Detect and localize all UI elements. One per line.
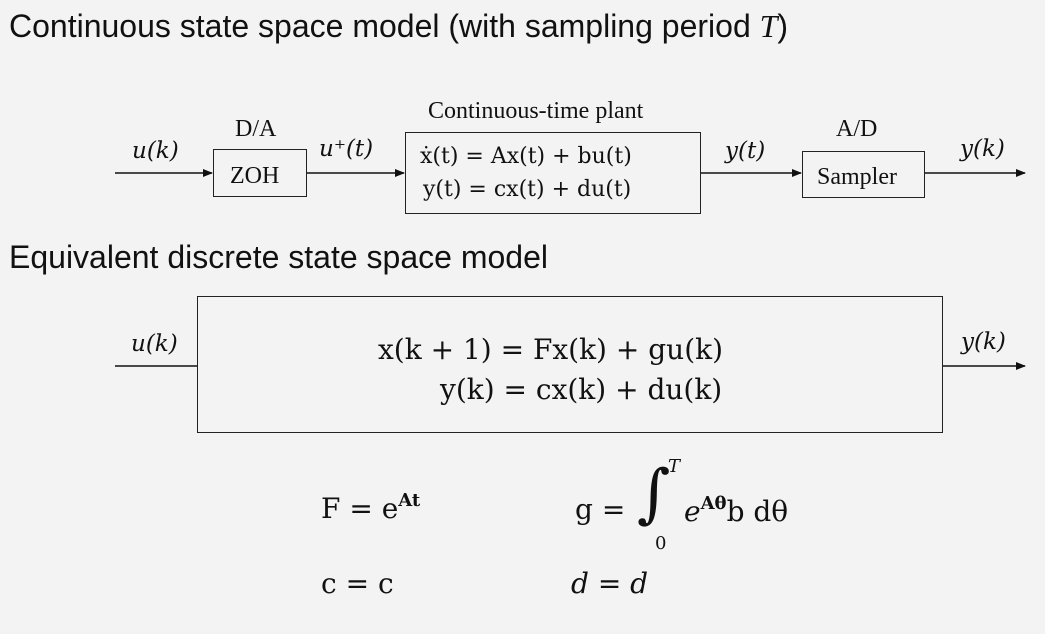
continuous-model-heading: Continuous state space model (with sampl… [9,10,788,42]
zoh-block [213,149,307,197]
integral-sign: ∫ [637,457,671,531]
plant-title: Continuous-time plant [428,98,644,124]
plant-output-label: y(t) [725,138,766,164]
c-formula: c = c [321,567,394,600]
continuous-heading-close: ) [777,8,789,44]
discrete-output-equation: y(k) = cx(k) + du(k) [440,373,723,406]
F-formula: F = eAt [321,492,420,523]
F-formula-exponent: At [398,490,421,511]
zoh-label: ZOH [230,163,280,189]
g-integrand-base: e [684,495,701,528]
discrete-input-label: u(k) [131,331,178,357]
ad-label: A/D [836,116,878,142]
output-signal-label: y(k) [960,136,1005,162]
g-integrand-exponent: Aθ [700,493,727,514]
F-formula-lhs: F = e [321,492,399,525]
g-integrand-tail: b dθ [726,495,789,528]
discrete-state-equation: x(k + 1) = Fx(k) + gu(k) [378,333,724,366]
continuous-heading-text: Continuous state space model (with sampl… [9,8,760,44]
sampler-label: Sampler [817,164,897,190]
plant-state-equation: ẋ(t) = Ax(t) + bu(t) [420,144,632,169]
integral-upper-limit: T [668,456,681,477]
discrete-output-label: y(k) [961,329,1006,355]
zoh-output-label: u⁺(t) [319,136,374,162]
g-formula-lhs: g = [575,493,626,526]
input-signal-label: u(k) [132,138,179,164]
g-integrand: eAθb dθ [684,495,788,526]
da-label: D/A [235,116,277,142]
sampling-period-symbol: T [759,8,778,44]
plant-block [405,132,701,214]
integral-lower-limit: 0 [655,533,667,554]
discrete-model-heading: Equivalent discrete state space model [9,239,548,275]
d-formula: d = d [571,567,649,600]
discrete-model-block [197,296,943,433]
sampler-block [802,151,925,198]
plant-output-equation: y(t) = cx(t) + du(t) [423,177,632,202]
